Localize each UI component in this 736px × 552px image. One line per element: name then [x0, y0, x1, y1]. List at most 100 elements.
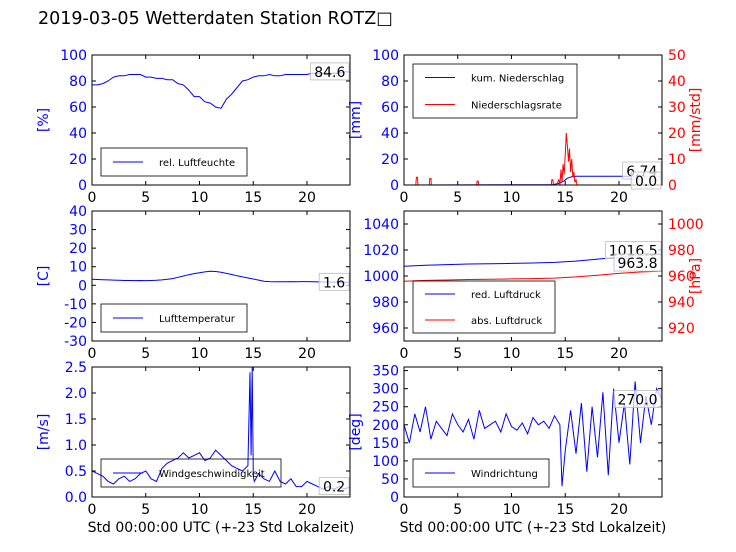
- x-tick-label: 10: [191, 502, 209, 518]
- y-tick-label: 1020: [363, 243, 399, 259]
- x-tick-label: 20: [610, 502, 628, 518]
- chart-wind-direction: 0 5 10 15 20 Std 00:00:00 UTC (+-23 Std Lokal…: [348, 364, 666, 536]
- y-tick-label: 60: [69, 100, 87, 116]
- y-right-axis-label: [hPa]: [688, 258, 704, 294]
- y-right-tick-label: 50: [668, 48, 686, 64]
- x-tick-label: 15: [244, 190, 262, 206]
- last-value-label: 1.6: [323, 275, 345, 291]
- y-tick-label: 80: [69, 74, 87, 90]
- last-value-box: [310, 62, 350, 81]
- y-tick-label: 0: [390, 490, 399, 506]
- x-tick-label: 0: [400, 502, 409, 518]
- series-line-humidity-0: [92, 71, 350, 109]
- x-tick-label: 20: [298, 346, 316, 362]
- y-tick-label: 1.5: [65, 412, 87, 428]
- series-line-wind-speed-0: [92, 367, 350, 490]
- x-tick-label: 0: [400, 346, 409, 362]
- y-tick-label: 1040: [363, 217, 399, 233]
- y-right-tick-label: 0: [668, 178, 677, 194]
- y-tick-label: 0.0: [65, 490, 87, 506]
- chart-wind-speed: 0 5 10 15 20 Std 00:00:00 UTC (+-23 Std Lokal…: [36, 360, 354, 536]
- last-value-label: 963.8: [617, 256, 657, 272]
- y-axis-label: [%]: [36, 108, 52, 132]
- legend-entry: red. Luftdruck: [471, 290, 541, 301]
- y-right-tick-label: 960: [668, 269, 695, 285]
- x-tick-label: 5: [141, 502, 150, 518]
- y-axis-label: [m/s]: [36, 414, 52, 451]
- y-tick-label: 0: [78, 178, 87, 194]
- y-tick-label: 1.0: [65, 438, 87, 454]
- y-right-tick-label: 10: [668, 152, 686, 168]
- x-tick-label: 0: [88, 346, 97, 362]
- chart-pressure: 0 5 10 15 20 960 980 1000 1020 1040 920 940 960 980 10…: [363, 210, 704, 362]
- legend-frame: [100, 458, 282, 488]
- y-right-axis-label: [mm/std]: [688, 88, 704, 153]
- x-tick-label: 0: [88, 190, 97, 206]
- page-title: 2019-03-05 Wetterdaten Station ROTZ□: [38, 9, 393, 29]
- legend-frame: [412, 63, 578, 119]
- legend: Windgeschwindigkeit: [100, 458, 282, 488]
- x-tick-label: 20: [610, 346, 628, 362]
- chart-humidity: 0 5 10 15 20 0 20 40 60 80 100 [%] rel. Luftfeuchte 8…: [36, 48, 351, 206]
- x-tick-label: 10: [503, 190, 521, 206]
- plot-frame: [403, 54, 663, 186]
- y-tick-label: 100: [372, 454, 399, 470]
- legend: rel. Luftfeuchte: [100, 147, 248, 177]
- y-tick-label: 300: [372, 382, 399, 398]
- y-tick-label: 40: [381, 126, 399, 142]
- y-tick-label: 20: [69, 241, 87, 257]
- x-tick-label: 5: [453, 346, 462, 362]
- plot-frame: [91, 366, 351, 498]
- x-tick-label: 10: [503, 346, 521, 362]
- y-tick-label: -10: [64, 297, 87, 313]
- x-tick-label: 20: [610, 190, 628, 206]
- y-tick-label: 20: [69, 152, 87, 168]
- series-line-temperature-0: [92, 270, 350, 283]
- y-tick-label: -20: [64, 315, 87, 331]
- x-tick-label: 15: [556, 190, 574, 206]
- last-value-label: 84.6: [314, 65, 345, 81]
- y-right-tick-label: 1000: [668, 217, 704, 233]
- y-tick-label: 20: [381, 152, 399, 168]
- x-tick-label: 15: [244, 502, 262, 518]
- legend: kum. Niederschlag Niederschlagsrate: [412, 63, 578, 119]
- last-value-box: [630, 171, 662, 190]
- x-tick-label: 15: [244, 346, 262, 362]
- y-tick-label: -30: [64, 334, 87, 350]
- last-value-label: 0.0: [635, 174, 657, 190]
- legend: Windrichtung: [412, 458, 550, 488]
- x-tick-label: 10: [503, 502, 521, 518]
- legend-frame: [100, 147, 248, 177]
- y-right-tick-label: 920: [668, 321, 695, 337]
- y-tick-label: 40: [69, 204, 87, 220]
- legend-entry: Windrichtung: [471, 469, 538, 480]
- legend-entry: Windgeschwindigkeit: [159, 469, 265, 480]
- x-tick-label: 10: [191, 190, 209, 206]
- y-tick-label: 250: [372, 400, 399, 416]
- last-value-box: [318, 477, 350, 496]
- x-axis-label: Std 00:00:00 UTC (+-23 Std Lokalzeit): [400, 520, 667, 536]
- y-right-tick-label: 30: [668, 100, 686, 116]
- x-axis-label: Std 00:00:00 UTC (+-23 Std Lokalzeit): [88, 520, 355, 536]
- y-tick-label: 100: [372, 48, 399, 64]
- legend-frame: [412, 458, 550, 488]
- x-tick-label: 20: [298, 502, 316, 518]
- legend-frame: [412, 280, 556, 334]
- y-tick-label: 0: [78, 278, 87, 294]
- y-tick-label: 40: [69, 126, 87, 142]
- y-right-tick-label: 40: [668, 74, 686, 90]
- legend-entry: Lufttemperatur: [159, 314, 236, 325]
- y-tick-label: 980: [372, 295, 399, 311]
- x-tick-label: 0: [88, 502, 97, 518]
- x-tick-label: 10: [191, 346, 209, 362]
- last-value-label: 0.2: [323, 480, 345, 496]
- legend-entry: abs. Luftdruck: [471, 316, 542, 327]
- last-value-box: [318, 272, 350, 291]
- x-tick-label: 5: [141, 190, 150, 206]
- y-tick-label: 0: [390, 178, 399, 194]
- y-tick-label: 10: [69, 260, 87, 276]
- legend-entry: rel. Luftfeuchte: [159, 158, 235, 169]
- y-tick-label: 30: [69, 223, 87, 239]
- chart-precipitation: 0 5 10 15 20 0 20 40 60 80 100 [mm] 0 10 20 30 40 50 [mm/s…: [348, 48, 704, 206]
- y-tick-label: 960: [372, 321, 399, 337]
